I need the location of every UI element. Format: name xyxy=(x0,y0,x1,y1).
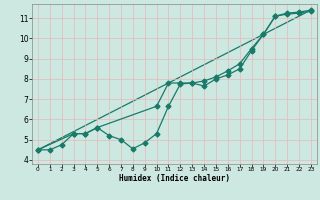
X-axis label: Humidex (Indice chaleur): Humidex (Indice chaleur) xyxy=(119,174,230,183)
